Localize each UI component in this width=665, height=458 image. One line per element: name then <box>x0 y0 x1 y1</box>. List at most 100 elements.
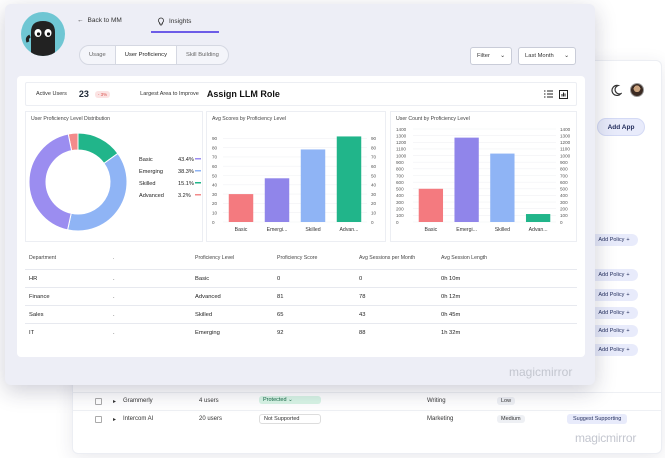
table-row[interactable]: ▸ Intercom AI 20 users Not Supported Mar… <box>73 410 661 428</box>
tab-user-proficiency[interactable]: User Proficiency <box>115 46 177 64</box>
bar-0 <box>228 194 254 222</box>
lightbulb-icon <box>158 17 164 26</box>
add-policy-button[interactable]: Add Policy + <box>590 344 638 356</box>
header-avg-length: Avg Session Length <box>441 255 488 261</box>
cell-department: Finance <box>29 294 50 300</box>
insights-tabs: Usage User Proficiency Skill Building <box>79 45 229 65</box>
bar-1 <box>454 137 479 222</box>
legend-value: 3.2% <box>178 193 191 199</box>
cell-sessions: 88 <box>359 330 366 336</box>
y-tick-label-right: 900 <box>560 160 568 165</box>
legend-swatch <box>195 182 201 184</box>
cell-length: 0h 12m <box>441 294 461 300</box>
y-tick-label-left: 70 <box>212 155 218 160</box>
table-row[interactable]: ▸ Grammerly 4 users Protected ⌄ Writing … <box>73 392 661 410</box>
y-tick-label-right: 1200 <box>560 140 571 145</box>
add-policy-button[interactable]: Add Policy + <box>590 325 638 337</box>
y-tick-label-left: 20 <box>212 201 218 206</box>
y-tick-label-right: 400 <box>560 193 568 198</box>
dark-mode-icon[interactable] <box>610 84 622 96</box>
y-tick-label-right: 10 <box>371 211 377 216</box>
expand-chevron-icon[interactable]: ▸ <box>113 399 117 405</box>
x-tick-label: Emergi... <box>456 227 477 233</box>
tab-usage[interactable]: Usage <box>80 46 116 64</box>
status-label: Protected <box>263 397 287 403</box>
y-tick-label-left: 300 <box>396 200 404 205</box>
cell-length: 0h 45m <box>441 312 461 318</box>
cell-score: 92 <box>277 330 284 336</box>
y-tick-label-right: 0 <box>560 220 563 225</box>
plus-icon: + <box>626 292 630 298</box>
add-policy-button[interactable]: Add Policy + <box>590 269 638 281</box>
suggest-supporting-button[interactable]: Suggest Supporting <box>567 414 628 424</box>
user-avatar[interactable] <box>630 83 644 97</box>
cell-department: IT <box>29 330 35 336</box>
distribution-donut-chart: Basic 43.4% Emerging 38.3% Skilled 15.1% Advan… <box>28 132 201 232</box>
y-tick-label-right: 60 <box>371 164 377 169</box>
row-checkbox[interactable] <box>95 416 102 423</box>
y-tick-label-left: 90 <box>212 136 218 141</box>
y-tick-label-right: 200 <box>560 207 568 212</box>
status-select[interactable]: Protected ⌄ <box>259 396 321 404</box>
cell-dot: . <box>113 312 115 318</box>
cell-level: Advanced <box>195 294 221 300</box>
table-row[interactable]: HR . Basic 0 0 0h 10m <box>25 269 577 287</box>
cell-level: Emerging <box>195 330 220 336</box>
cell-length: 0h 10m <box>441 276 461 282</box>
add-policy-button[interactable]: Add Policy + <box>590 234 638 246</box>
arrow-left-icon: ← <box>77 17 84 24</box>
y-tick-label-right: 90 <box>371 136 377 141</box>
legend-label: Basic <box>139 157 153 163</box>
improve-area-label: Largest Area to Improve <box>140 91 199 97</box>
cell-dot: . <box>113 330 115 336</box>
legend-label: Advanced <box>139 193 164 199</box>
cell-score: 81 <box>277 294 284 300</box>
back-label: Back to MM <box>87 17 122 24</box>
y-tick-label-right: 700 <box>560 173 568 178</box>
cell-department: Sales <box>29 312 44 318</box>
y-tick-label-left: 80 <box>212 145 218 150</box>
table-row[interactable]: Sales . Skilled 65 43 0h 45m <box>25 305 577 323</box>
legend-value: 15.1% <box>178 181 194 187</box>
active-users-value: 23 <box>78 89 89 99</box>
y-tick-label-left: 10 <box>212 211 218 216</box>
period-dropdown[interactable]: Last Month ⌄ <box>518 47 576 65</box>
donut-slice-emerging <box>67 152 128 232</box>
insights-label: Insights <box>169 18 192 25</box>
y-tick-label-left: 500 <box>396 187 404 192</box>
filter-dropdown[interactable]: Filter ⌄ <box>470 47 512 65</box>
plus-icon: + <box>626 237 630 243</box>
header-avg-sessions: Avg Sessions per Month <box>359 255 416 261</box>
back-to-mm-link[interactable]: ← Back to MM <box>77 17 122 24</box>
add-policy-label: Add Policy <box>598 328 625 334</box>
period-label: Last Month <box>525 53 554 59</box>
row-checkbox[interactable] <box>95 398 102 405</box>
y-tick-label-left: 400 <box>396 193 404 198</box>
legend-swatch <box>195 158 201 160</box>
chart-view-icon[interactable] <box>559 89 568 99</box>
tab-skill-building[interactable]: Skill Building <box>185 52 219 58</box>
status-select[interactable]: Not Supported <box>259 414 321 424</box>
list-view-icon[interactable] <box>544 90 553 98</box>
y-tick-label-right: 1400 <box>560 127 571 132</box>
chevron-down-icon: ⌄ <box>564 53 569 59</box>
cell-level: Skilled <box>195 312 213 318</box>
y-tick-label-right: 0 <box>371 220 374 225</box>
add-policy-button[interactable]: Add Policy + <box>590 307 638 319</box>
improve-area-value: Assign LLM Role <box>206 89 280 99</box>
add-app-button[interactable]: Add App <box>597 118 645 136</box>
y-tick-label-right: 1300 <box>560 133 571 138</box>
tab-insights[interactable]: Insights <box>157 17 191 26</box>
app-name: Intercom AI <box>123 416 154 422</box>
cell-length: 1h 32m <box>441 330 461 336</box>
add-policy-button[interactable]: Add Policy + <box>590 289 638 301</box>
table-row[interactable]: Finance . Advanced 81 78 0h 12m <box>25 287 577 305</box>
y-tick-label-left: 1200 <box>396 140 407 145</box>
y-tick-label-left: 40 <box>212 183 218 188</box>
table-row[interactable]: IT . Emerging 92 88 1h 32m <box>25 323 577 341</box>
y-tick-label-right: 100 <box>560 213 568 218</box>
cell-level: Basic <box>195 276 210 282</box>
mascot-logo <box>21 12 65 56</box>
expand-chevron-icon[interactable]: ▸ <box>113 417 117 423</box>
